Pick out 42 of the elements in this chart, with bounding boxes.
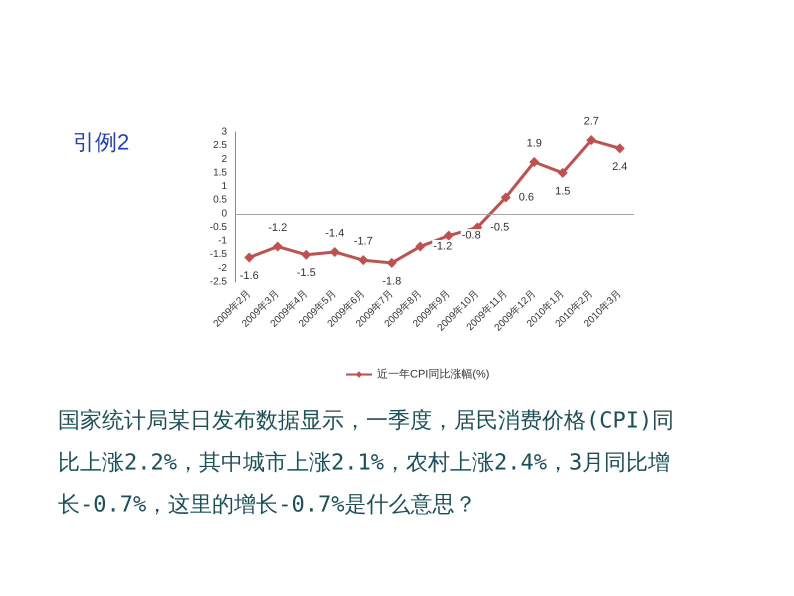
y-tick-label: 2.5 — [213, 140, 228, 152]
y-tick-label: -2 — [218, 262, 228, 274]
data-label: -1.4 — [325, 228, 344, 240]
data-label: -1.7 — [354, 236, 373, 248]
point — [500, 192, 511, 202]
chart-title: 引例2 — [73, 130, 130, 154]
y-tick-label: -0.5 — [210, 222, 228, 233]
data-label: 2.7 — [584, 116, 599, 128]
y-tick-label: -1.5 — [210, 249, 228, 260]
y-tick-label: 0.5 — [213, 194, 228, 206]
data-label: 2.4 — [612, 160, 628, 173]
point — [301, 250, 312, 260]
point — [444, 230, 454, 241]
y-tick-label: -1 — [218, 236, 228, 247]
legend-label: 近一年CPI同比涨幅(%) — [377, 368, 490, 380]
point — [330, 247, 340, 257]
data-label: -1.8 — [382, 275, 402, 288]
data-label: -0.8 — [462, 230, 481, 242]
data-label: 0.6 — [518, 191, 534, 204]
point — [415, 242, 426, 252]
point — [272, 242, 283, 252]
data-label: -1.6 — [240, 270, 259, 282]
point — [358, 255, 368, 266]
data-label: -1.5 — [296, 267, 316, 280]
y-tick-label: 0 — [221, 208, 228, 220]
data-label: -1.2 — [433, 240, 452, 253]
data-label: 1.5 — [555, 185, 570, 198]
y-tick-label: 3 — [221, 126, 228, 138]
point — [529, 157, 540, 167]
point — [614, 143, 625, 154]
point — [386, 258, 397, 268]
data-label: -1.2 — [268, 222, 288, 234]
point — [558, 168, 568, 178]
y-tick-label: 2 — [221, 154, 228, 165]
point — [244, 252, 254, 262]
point — [586, 135, 596, 146]
y-tick-label: 1 — [221, 181, 228, 192]
y-tick-label: 1.5 — [213, 167, 228, 178]
text: 国家统计局某日发布数据显示，一季度，居民消费价格(CPI)同比上涨2.2%，其中城市上涨2.1%，农村上涨2.4%，3月同比增长-0.7%，这里的增长-0.7%是什么意思？ — [58, 408, 674, 518]
data-label: -0.5 — [490, 221, 510, 234]
data-label: 1.9 — [526, 138, 542, 150]
y-tick-label: -2.5 — [210, 276, 228, 288]
